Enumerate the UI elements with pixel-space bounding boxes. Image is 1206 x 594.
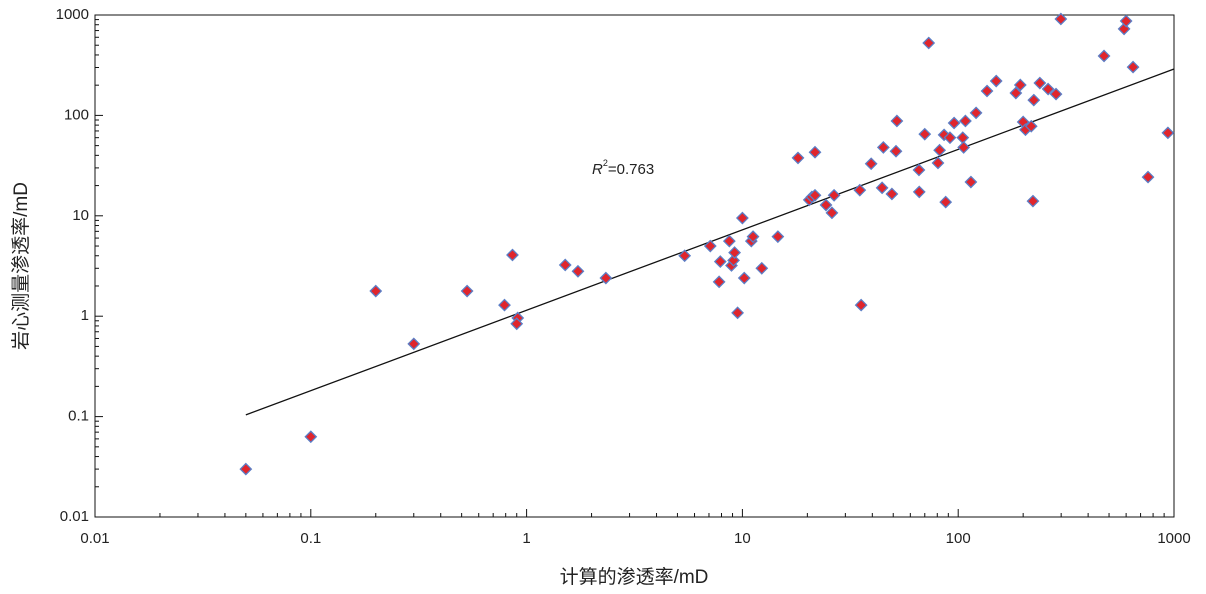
data-point (943, 131, 957, 145)
y-axis-title: 岩心测量渗透率/mD (10, 182, 32, 350)
data-point (771, 230, 785, 244)
data-point (989, 74, 1003, 88)
data-point (853, 183, 867, 197)
data-point (369, 284, 383, 298)
data-point (1026, 194, 1040, 208)
data-point (1126, 60, 1140, 74)
data-point (498, 298, 511, 312)
y-tick-label: 0.1 (68, 408, 89, 425)
data-point (854, 298, 868, 312)
data-point (885, 187, 899, 201)
annotation: R2=0.763 (592, 158, 654, 178)
data-point (1161, 126, 1175, 140)
data-point (728, 246, 742, 260)
data-point (1033, 76, 1047, 90)
data-point (875, 181, 889, 195)
data-point (460, 284, 474, 298)
data-point (918, 127, 932, 141)
data-point (712, 275, 726, 289)
annotation-text: =0.763 (608, 161, 654, 178)
data-point (969, 106, 983, 120)
data-point (912, 163, 926, 177)
data-point (912, 185, 926, 199)
data-point (1024, 119, 1038, 133)
data-point (239, 462, 253, 476)
data-point (727, 253, 740, 267)
data-point (827, 188, 841, 202)
data-point (1054, 12, 1068, 26)
data-point (558, 258, 572, 272)
data-point (1049, 87, 1063, 101)
data-point (876, 140, 890, 154)
y-tick-label: 100 (64, 106, 89, 123)
data-point (958, 114, 972, 128)
data-point (957, 140, 971, 154)
data-point (304, 430, 318, 444)
x-tick-label: 1000 (1157, 530, 1190, 547)
data-point (678, 249, 692, 263)
x-tick-label: 0.01 (80, 530, 109, 547)
data-point (571, 264, 585, 278)
data-point (737, 271, 751, 285)
data-point (937, 128, 951, 142)
data-point (825, 206, 839, 220)
x-tick-label: 10 (734, 530, 751, 547)
data-point (735, 211, 749, 225)
annotation-symbol: R (592, 161, 603, 178)
data-point (722, 234, 736, 248)
y-tick-label: 10 (72, 207, 89, 224)
y-tick-label: 1 (81, 307, 89, 324)
data-point (1013, 78, 1027, 92)
annotation-power: 2 (603, 158, 608, 168)
data-point (864, 157, 878, 171)
data-point (933, 143, 947, 157)
data-point (703, 239, 717, 253)
data-point (808, 145, 822, 159)
plot-frame (94, 14, 1175, 518)
data-point (980, 84, 994, 98)
y-tick-label: 1000 (56, 6, 89, 23)
data-point (1119, 14, 1133, 28)
data-point (1027, 93, 1041, 107)
data-point (808, 188, 822, 202)
data-point (755, 261, 769, 275)
data-point (713, 255, 727, 268)
x-tick-label: 1 (522, 530, 530, 547)
x-axis-title: 计算的渗透率/mD (560, 566, 709, 588)
data-point (746, 230, 760, 244)
data-point (964, 175, 978, 189)
data-point (791, 151, 805, 165)
data-point (506, 248, 519, 262)
data-point (1009, 86, 1023, 100)
data-point (819, 198, 833, 212)
data-point (939, 195, 953, 209)
data-point (890, 114, 904, 128)
data-point (922, 36, 936, 50)
data-point (931, 156, 945, 170)
y-tick-label: 0.01 (60, 508, 89, 525)
x-tick-label: 100 (946, 530, 971, 547)
data-point (1141, 170, 1155, 184)
data-point (407, 337, 421, 351)
x-tick-label: 0.1 (300, 530, 321, 547)
data-point (1041, 82, 1055, 96)
data-point (731, 306, 745, 320)
data-point (510, 317, 524, 331)
data-point (1097, 49, 1111, 63)
data-point (599, 271, 613, 285)
data-point (956, 131, 970, 145)
data-point (947, 116, 961, 130)
data-point (889, 144, 903, 158)
